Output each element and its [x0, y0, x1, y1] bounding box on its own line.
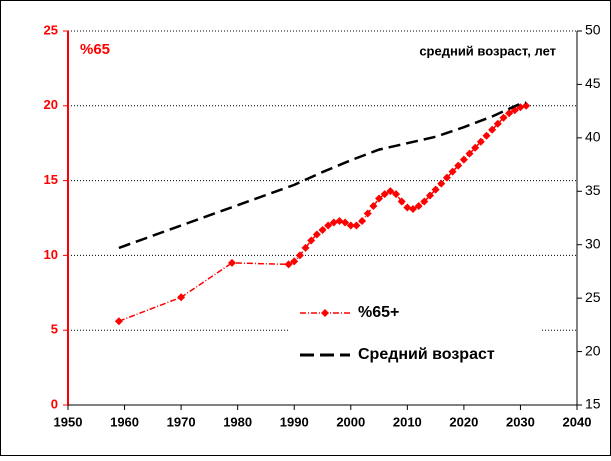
legend-label: %65+ [358, 304, 399, 321]
marker [228, 258, 237, 267]
legend [290, 277, 540, 377]
marker [448, 167, 457, 176]
marker [290, 257, 299, 266]
y2-tick-label: 45 [585, 75, 601, 91]
y-tick-label: 10 [44, 247, 58, 262]
x-tick-label: 2020 [449, 414, 478, 429]
marker [459, 155, 468, 164]
marker [329, 218, 338, 227]
line [118, 105, 527, 322]
marker [465, 149, 474, 158]
y2-tick-label: 35 [585, 182, 601, 198]
y2-tick-label: 25 [585, 289, 601, 305]
x-tick-label: 1970 [167, 414, 196, 429]
y-tick-label: 25 [44, 22, 58, 37]
x-tick-label: 1990 [280, 414, 309, 429]
marker [414, 202, 423, 211]
marker [335, 216, 344, 225]
marker [488, 125, 497, 134]
x-tick-label: 2010 [393, 414, 422, 429]
marker [369, 202, 378, 211]
marker [408, 205, 417, 214]
marker [499, 113, 508, 122]
x-tick-label: 1980 [223, 414, 252, 429]
marker [420, 197, 429, 206]
marker [493, 119, 502, 128]
marker [307, 236, 316, 245]
marker [425, 191, 434, 200]
marker [363, 209, 372, 218]
marker [284, 260, 293, 269]
chart-title: %65 [80, 41, 110, 58]
marker [324, 221, 333, 230]
x-tick-label: 2000 [336, 414, 365, 429]
x-tick-label: 2040 [563, 414, 592, 429]
marker [403, 203, 412, 212]
marker [476, 137, 485, 146]
marker [341, 218, 350, 227]
x-tick-label: 1950 [54, 414, 83, 429]
marker [505, 109, 514, 118]
y-tick-label: 15 [44, 172, 58, 187]
marker [392, 190, 401, 199]
y2-tick-label: 20 [585, 342, 601, 358]
y-tick-label: 0 [51, 396, 58, 411]
y2-axis-title: средний возраст, лет [419, 43, 556, 58]
y2-tick-label: 50 [585, 22, 601, 38]
marker [114, 317, 123, 326]
marker [312, 230, 321, 239]
legend-marker [321, 309, 329, 317]
marker [522, 101, 531, 110]
marker [431, 185, 440, 194]
marker [358, 216, 367, 225]
legend-label: Средний возраст [358, 346, 495, 363]
marker [471, 143, 480, 152]
marker [437, 179, 446, 188]
marker [386, 187, 395, 196]
y2-tick-label: 30 [585, 235, 601, 251]
marker [346, 221, 355, 230]
marker [301, 243, 310, 252]
marker [442, 173, 451, 182]
marker [375, 194, 384, 203]
marker [177, 293, 186, 302]
marker [295, 251, 304, 260]
x-tick-label: 2030 [506, 414, 535, 429]
marker [380, 190, 389, 199]
y2-tick-label: 40 [585, 129, 601, 145]
x-tick-label: 1960 [110, 414, 139, 429]
marker [352, 221, 361, 230]
y-tick-label: 20 [44, 97, 58, 112]
y2-tick-label: 15 [585, 396, 601, 412]
marker [482, 131, 491, 140]
y-tick-label: 5 [51, 322, 58, 337]
marker [318, 225, 327, 234]
marker [454, 161, 463, 170]
line [118, 101, 527, 250]
marker [397, 197, 406, 206]
